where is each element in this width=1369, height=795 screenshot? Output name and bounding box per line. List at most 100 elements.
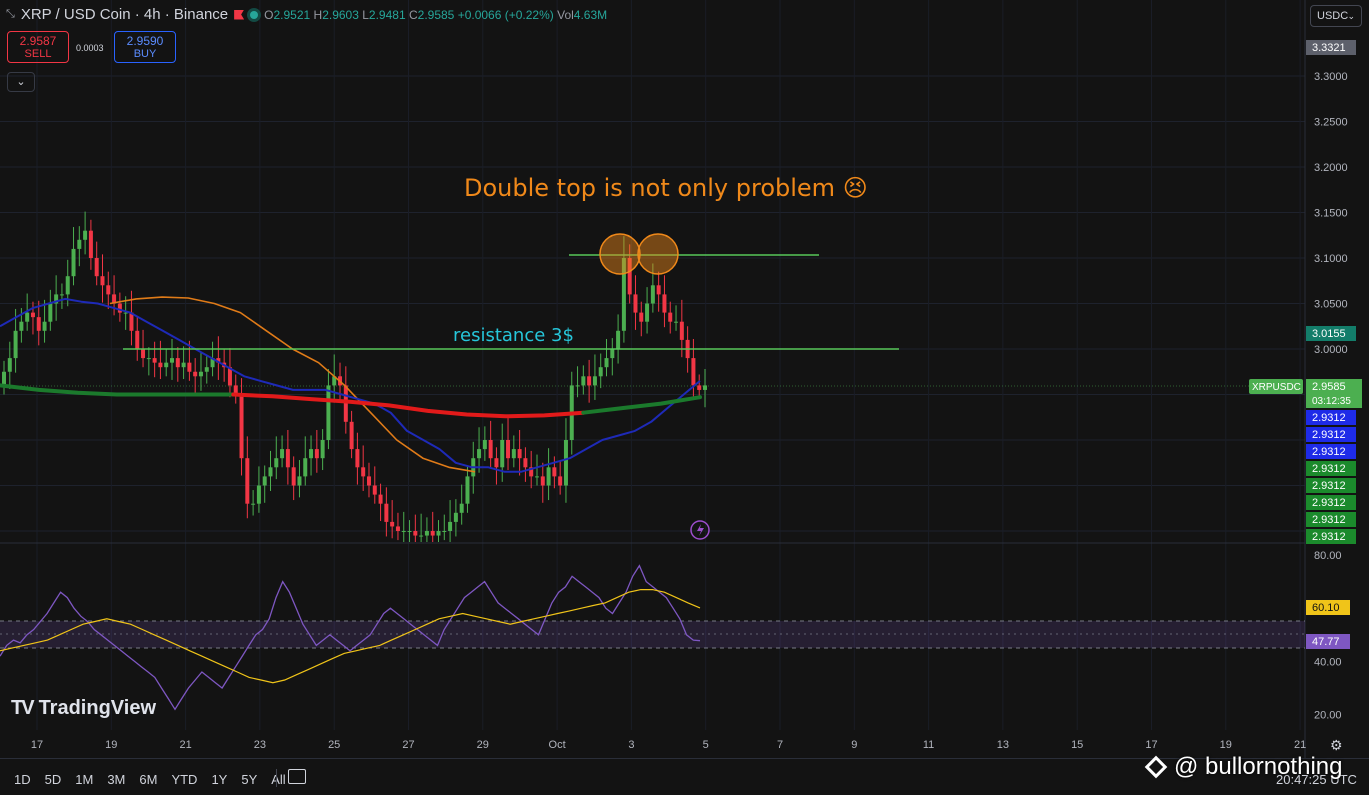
buy-button[interactable]: 2.9590 BUY xyxy=(114,31,176,63)
currency-selector[interactable]: USDC ⌄ xyxy=(1310,5,1362,27)
time-tick: 21 xyxy=(1294,739,1306,751)
range-button-ytd[interactable]: YTD xyxy=(171,772,198,787)
ma-price-badge-bg xyxy=(1306,444,1356,459)
candle-body xyxy=(413,531,418,536)
utc-clock[interactable]: 20:47:25 UTC xyxy=(1276,772,1357,787)
ma-price-badge: 2.9312 xyxy=(1312,446,1346,458)
time-tick: 7 xyxy=(777,739,783,751)
range-button-3m[interactable]: 3M xyxy=(107,772,126,787)
candle-body xyxy=(395,526,400,531)
range-button-5d[interactable]: 5D xyxy=(44,772,62,787)
candle-body xyxy=(546,467,551,486)
tradingview-logo-icon: TV xyxy=(11,697,35,719)
rsi-tick: 20.00 xyxy=(1314,710,1342,722)
settings-gear-icon[interactable]: ⚙ xyxy=(1330,737,1343,753)
candle-body xyxy=(703,385,707,390)
candles xyxy=(2,211,707,542)
candle-body xyxy=(500,440,505,468)
candle-body xyxy=(141,349,146,359)
candle-body xyxy=(25,312,30,322)
candle-body xyxy=(274,458,279,468)
annotation-title: Double top is not only problem 😣 xyxy=(464,174,868,202)
candle-body xyxy=(77,239,82,249)
candle-body xyxy=(616,330,621,349)
candle-body xyxy=(187,362,192,372)
range-button-1m[interactable]: 1M xyxy=(75,772,94,787)
range-button-6m[interactable]: 6M xyxy=(139,772,158,787)
candle-body xyxy=(193,371,198,377)
candle-body xyxy=(291,467,296,486)
candle-body xyxy=(7,358,12,372)
candle-body xyxy=(529,467,534,477)
range-button-5y[interactable]: 5Y xyxy=(241,772,258,787)
axes: 3.3000 3.2500 3.2000 3.1500 3.1000 3.0500 3.00… xyxy=(31,40,1362,751)
flag-icon[interactable] xyxy=(234,9,245,20)
candle-body xyxy=(407,531,412,532)
candle-body xyxy=(697,385,702,390)
time-tick: 3 xyxy=(628,739,634,751)
ma-price-badge-bg xyxy=(1306,495,1356,510)
candle-body xyxy=(42,321,47,331)
candle-body xyxy=(88,230,93,258)
collapse-button[interactable]: ⌄ xyxy=(7,72,35,92)
price-tick: 3.1500 xyxy=(1314,208,1348,220)
time-tick: 25 xyxy=(328,739,340,751)
range-button-1y[interactable]: 1Y xyxy=(211,772,228,787)
candle-body xyxy=(384,503,389,522)
time-tick: 11 xyxy=(923,739,934,751)
calendar-icon[interactable] xyxy=(288,769,306,784)
candle-body xyxy=(662,294,667,313)
candle-body xyxy=(558,476,563,486)
candle-body xyxy=(587,376,592,386)
candle-body xyxy=(668,312,673,322)
ma-price-badge-bg xyxy=(1306,427,1356,442)
symbol-title[interactable]: XRP / USD Coin · 4h · Binance xyxy=(20,6,229,23)
candle-body xyxy=(83,230,88,240)
ma-price-badge: 2.9312 xyxy=(1312,480,1346,492)
time-tick: 19 xyxy=(105,739,117,751)
candle-body xyxy=(639,312,644,322)
candle-body xyxy=(540,476,545,486)
lightning-icon xyxy=(690,520,710,540)
candle-body xyxy=(146,358,151,360)
tradingview-logo[interactable]: TV TradingView xyxy=(11,697,156,720)
chart-grid xyxy=(0,0,1305,730)
candle-body xyxy=(488,440,493,459)
candle-body xyxy=(216,358,221,363)
level-price-badge: 3.0155 xyxy=(1312,328,1346,340)
candle-body xyxy=(164,362,169,368)
time-tick: 13 xyxy=(997,739,1009,751)
candle-body xyxy=(494,458,499,468)
sell-button[interactable]: 2.9587 SELL xyxy=(7,31,69,63)
sell-label: SELL xyxy=(24,48,52,60)
candle-body xyxy=(303,458,308,477)
candle-body xyxy=(674,321,679,323)
ma-price-badge: 2.9312 xyxy=(1312,412,1346,424)
candle-body xyxy=(48,303,53,322)
candle-body xyxy=(54,294,59,304)
candle-body xyxy=(523,458,528,468)
annotations: Double top is not only problem 😣 resista… xyxy=(123,174,899,540)
candle-body xyxy=(650,285,655,304)
ma-price-badge: 2.9312 xyxy=(1312,463,1346,475)
candle-body xyxy=(326,385,331,440)
candle-body xyxy=(511,449,516,459)
level-price-badge-bg xyxy=(1306,326,1356,341)
range-button-1d[interactable]: 1D xyxy=(14,772,31,787)
rsi-ma-line xyxy=(0,589,701,684)
ema-long-line xyxy=(581,395,702,415)
binance-diamond-icon xyxy=(1144,755,1168,779)
tradingview-brand: TradingView xyxy=(38,697,157,719)
range-button-all[interactable]: All xyxy=(271,772,286,787)
toolbar-divider xyxy=(276,769,277,787)
collapse-arrows-icon[interactable]: ⤡ xyxy=(6,8,15,20)
top-price-badge: 3.3321 xyxy=(1312,42,1346,54)
time-tick: 29 xyxy=(477,739,489,751)
candle-body xyxy=(204,367,209,372)
candle-body xyxy=(2,371,6,386)
candle-body xyxy=(372,485,377,495)
candle-body xyxy=(268,467,273,477)
candle-body xyxy=(117,303,122,313)
candle-body xyxy=(401,531,406,532)
